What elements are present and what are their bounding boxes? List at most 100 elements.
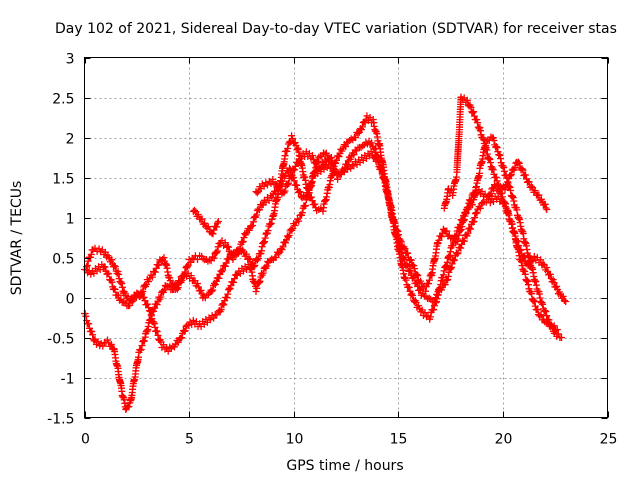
data-point [311,200,319,208]
data-point [89,331,97,339]
x-tick-label: 0 [81,432,90,448]
data-point [460,237,468,245]
data-point [289,135,296,142]
data-point [327,154,335,161]
data-point [504,208,512,216]
data-point [518,262,526,270]
data-point [471,214,479,222]
data-point [267,179,275,187]
data-point [225,286,233,294]
data-point [539,300,547,308]
x-tick-label: 15 [390,432,408,448]
y-tick-label: -1.5 [47,412,74,428]
series-layer [81,93,570,413]
data-point [509,224,517,232]
data-point [105,270,113,278]
data-point [408,290,416,298]
data-point [151,268,159,276]
data-point [140,293,148,301]
y-tick-label: -1 [61,372,75,388]
data-point [332,156,340,164]
data-point [120,288,128,296]
data-point [118,280,126,288]
data-point [230,278,238,286]
data-point [290,177,298,185]
data-point [133,289,141,297]
data-point [542,308,550,316]
data-point [328,158,336,166]
x-tick-label: 25 [600,432,618,448]
data-point [108,256,116,264]
data-point [321,156,329,164]
data-point [83,261,91,269]
data-point [254,256,261,264]
data-point [427,313,434,321]
data-point [129,296,137,304]
data-point [467,196,475,204]
data-point [531,187,539,194]
data-point [553,282,561,290]
data-point [541,307,549,315]
data-point [111,286,119,293]
data-point [553,326,561,333]
data-point [263,262,271,270]
data-point [363,112,371,120]
data-point [422,287,429,295]
data-point [174,339,182,346]
data-point [473,116,481,124]
data-point [170,285,178,293]
data-point [125,403,133,411]
data-point [301,202,309,210]
data-point [82,312,90,320]
data-point [486,156,494,163]
data-point [329,160,337,168]
data-point [175,277,183,285]
data-point [322,149,330,157]
data-point [239,238,247,245]
data-point [486,199,494,207]
data-point [414,302,422,309]
data-point [552,327,560,334]
y-tick-label: 1.5 [52,172,74,188]
data-point [312,158,320,166]
data-point [213,223,221,231]
data-point [272,253,280,261]
data-point [467,225,475,233]
data-point [425,276,433,284]
data-point [346,155,354,163]
data-point [541,200,549,208]
data-point [358,123,366,131]
data-point [451,256,458,264]
data-point [187,272,195,280]
series-track-a [81,148,570,310]
data-point [153,328,161,335]
data-point [88,328,96,335]
data-point [359,142,367,150]
data-point [148,273,156,281]
data-point [249,218,257,226]
data-point [267,219,275,227]
data-point [543,206,551,213]
data-point [476,204,484,212]
data-point [120,298,128,306]
data-point [99,342,107,350]
data-point [268,215,276,223]
data-point [223,294,231,301]
data-point [316,165,324,173]
data-point [219,266,227,274]
data-point [254,254,262,262]
data-point [208,287,216,295]
data-point [213,247,221,255]
data-point [519,166,527,174]
y-tick-label: -0.5 [47,332,74,348]
plot-frame [84,57,608,418]
data-point [279,243,287,251]
data-point [534,306,542,314]
data-point [253,211,261,219]
data-point [209,286,217,294]
data-point [457,244,465,252]
data-point [210,314,218,322]
data-point [536,312,544,320]
x-tick-labels: 0 5 10 15 20 25 [81,432,617,448]
data-point [334,175,342,183]
